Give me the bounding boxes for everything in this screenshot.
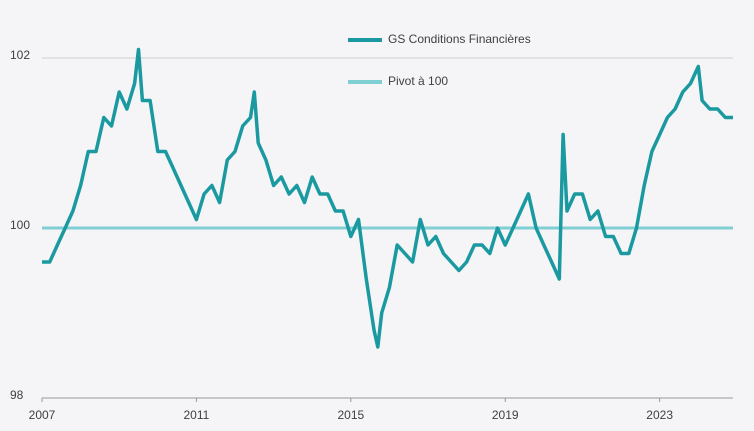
y-tick-label: 102 (10, 48, 30, 62)
series-line (42, 47, 733, 349)
legend-label: Pivot à 100 (388, 74, 448, 88)
y-tick-label: 100 (10, 218, 30, 232)
x-tick-label: 2011 (184, 408, 210, 422)
legend-label: GS Conditions Financières (388, 32, 531, 46)
x-tick-label: 2015 (337, 408, 364, 422)
x-tick-label: 2023 (646, 408, 673, 422)
x-tick-label: 2007 (29, 408, 56, 422)
y-tick-label: 98 (10, 388, 24, 402)
x-tick-label: 2019 (492, 408, 519, 422)
